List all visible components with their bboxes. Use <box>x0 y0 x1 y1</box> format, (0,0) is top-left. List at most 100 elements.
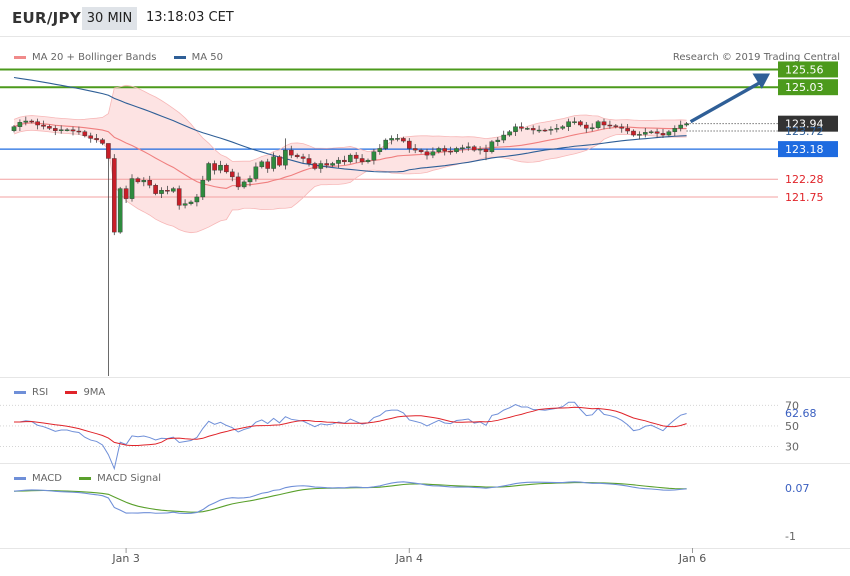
candle <box>35 118 40 130</box>
candle <box>454 146 459 154</box>
candle <box>241 180 247 189</box>
candle <box>601 118 607 130</box>
candle <box>11 125 17 133</box>
candle <box>666 130 672 137</box>
rsi-panel: 70 50 30 62.68 <box>0 399 817 471</box>
candle <box>283 138 288 170</box>
candle <box>224 163 229 174</box>
candle <box>265 158 271 173</box>
candle <box>159 187 164 198</box>
macd-line <box>13 481 687 515</box>
candle <box>613 124 619 129</box>
candle <box>106 143 111 376</box>
candle <box>229 168 235 182</box>
candle <box>412 144 418 154</box>
candle <box>418 148 424 154</box>
candle <box>188 200 194 206</box>
candle <box>560 125 565 131</box>
candle <box>436 146 442 154</box>
candle <box>483 144 489 161</box>
candle <box>359 154 365 165</box>
candle <box>678 120 683 132</box>
rsi-tick-label: 50 <box>785 420 799 433</box>
ma50-line <box>13 76 687 173</box>
candle <box>401 136 406 143</box>
chart-header: EUR/JPY 30 MIN 13:18:03 CET <box>0 0 850 36</box>
candle <box>64 128 70 132</box>
rsi-line <box>14 401 687 471</box>
candle <box>294 153 300 159</box>
candle <box>566 118 571 132</box>
candle <box>165 185 170 195</box>
rsi-tick-label: 70 <box>785 399 799 412</box>
legend-label-rsi-ma: 9MA <box>83 387 106 398</box>
candle <box>595 119 601 130</box>
candle <box>306 154 312 167</box>
level-label-resistance: 125.56 <box>778 61 838 78</box>
candle <box>424 148 430 160</box>
bollinger-upper <box>13 84 687 162</box>
candle <box>318 160 324 173</box>
level-label-ma: 123.72 <box>785 125 824 138</box>
candle <box>182 199 188 209</box>
candle <box>330 161 335 167</box>
level-label-last: 123.94 <box>778 115 838 132</box>
candle <box>471 145 477 152</box>
level-label-pivot: 123.18 <box>778 141 838 158</box>
candle <box>324 159 330 169</box>
rsi-ma-line <box>14 406 687 447</box>
macd-signal-line <box>13 481 687 513</box>
candle <box>336 157 341 168</box>
candle <box>542 128 548 133</box>
candle <box>672 125 678 137</box>
arrow-head <box>752 73 770 89</box>
legend-swatch-bb <box>14 55 26 59</box>
rsi-tick-label: 30 <box>785 441 799 454</box>
candle <box>584 121 589 133</box>
price-legend: MA 20 + Bollinger Bands MA 50 <box>14 52 223 63</box>
macd-legend: MACD MACD Signal <box>14 473 161 484</box>
candle <box>648 130 654 135</box>
candle <box>47 124 52 131</box>
candle <box>206 161 212 182</box>
legend-swatch-macd <box>14 476 26 480</box>
candle <box>607 120 613 129</box>
candle <box>271 152 276 172</box>
candle <box>176 185 182 210</box>
level-value: 123.94 <box>785 118 824 131</box>
candle <box>383 138 389 151</box>
arrow-shaft <box>689 79 763 124</box>
candle <box>200 175 206 200</box>
candle <box>489 140 495 154</box>
level-value: 125.56 <box>785 63 824 76</box>
candle <box>153 183 158 196</box>
candle <box>407 138 412 153</box>
x-tick-label: Jan 4 <box>395 552 423 565</box>
level-label-support: 121.75 <box>785 191 824 204</box>
x-tick-label: Jan 3 <box>111 552 139 565</box>
candle <box>53 125 58 136</box>
candle <box>111 154 117 236</box>
candle <box>530 125 536 135</box>
candle <box>277 155 282 167</box>
candle <box>507 130 512 137</box>
ma20-line <box>13 122 687 189</box>
candle <box>129 174 135 202</box>
candle <box>348 153 353 164</box>
candle <box>353 152 359 163</box>
candle <box>442 145 448 156</box>
candle <box>654 128 660 138</box>
candle <box>625 124 630 135</box>
legend-swatch-ma50 <box>173 55 186 59</box>
candle <box>589 123 595 132</box>
level-value: 123.18 <box>785 143 824 156</box>
candle <box>82 130 88 138</box>
candle <box>312 161 318 171</box>
candle <box>259 160 265 169</box>
candle <box>235 172 241 190</box>
candle <box>389 135 394 145</box>
candlesticks <box>11 116 689 376</box>
timeframe-button[interactable]: 30 MIN <box>82 7 137 30</box>
